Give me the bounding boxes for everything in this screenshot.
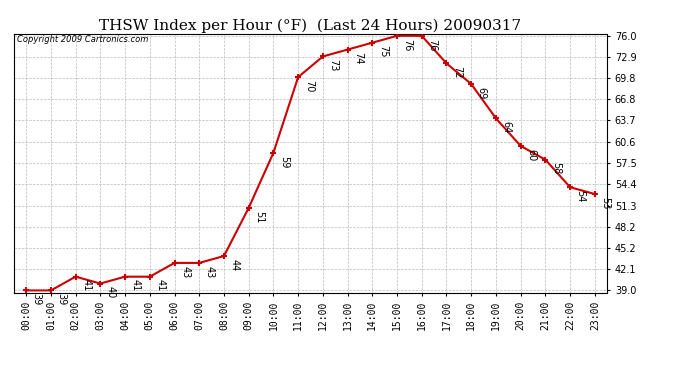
Text: 44: 44 — [230, 259, 239, 271]
Text: 76: 76 — [427, 39, 437, 51]
Text: 58: 58 — [551, 162, 561, 175]
Text: Copyright 2009 Cartronics.com: Copyright 2009 Cartronics.com — [17, 35, 148, 44]
Text: 41: 41 — [155, 279, 166, 292]
Text: 64: 64 — [502, 121, 511, 134]
Text: 43: 43 — [205, 266, 215, 278]
Text: 41: 41 — [130, 279, 141, 292]
Text: 53: 53 — [600, 197, 611, 209]
Text: 74: 74 — [353, 53, 363, 65]
Text: 39: 39 — [57, 293, 66, 306]
Text: 73: 73 — [328, 59, 338, 72]
Title: THSW Index per Hour (°F)  (Last 24 Hours) 20090317: THSW Index per Hour (°F) (Last 24 Hours)… — [99, 18, 522, 33]
Text: 54: 54 — [575, 190, 586, 202]
Text: 72: 72 — [452, 66, 462, 79]
Text: 76: 76 — [402, 39, 413, 51]
Text: 70: 70 — [304, 80, 314, 92]
Text: 69: 69 — [477, 87, 486, 99]
Text: 59: 59 — [279, 156, 289, 168]
Text: 60: 60 — [526, 149, 536, 161]
Text: 39: 39 — [32, 293, 41, 306]
Text: 40: 40 — [106, 286, 116, 298]
Text: 51: 51 — [254, 211, 264, 223]
Text: 41: 41 — [81, 279, 91, 292]
Text: 43: 43 — [180, 266, 190, 278]
Text: 75: 75 — [378, 45, 388, 58]
